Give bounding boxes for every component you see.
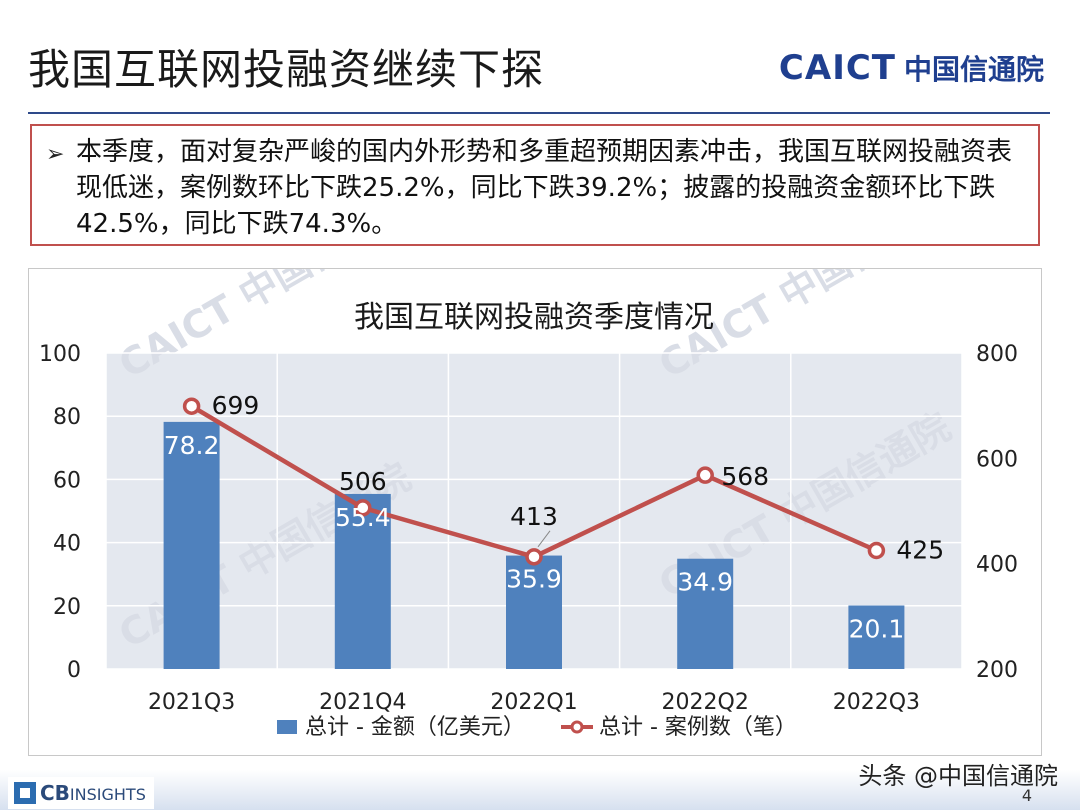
source-watermark: 头条 @中国信通院 xyxy=(858,762,1058,790)
logo-mark: CAICT xyxy=(778,48,896,88)
line-value-label: 425 xyxy=(896,536,944,565)
case-count-point-2022Q3 xyxy=(867,541,886,560)
y-right-tick: 200 xyxy=(976,658,1018,683)
x-tick: 2022Q3 xyxy=(833,690,920,715)
x-tick: 2022Q1 xyxy=(490,690,577,715)
case-count-point-2021Q4 xyxy=(354,499,372,517)
summary-text: 本季度，面对复杂严峻的国内外形势和多重超预期因素冲击，我国互联网投融资表现低迷，… xyxy=(76,137,1013,239)
legend-bar-swatch xyxy=(277,720,297,734)
bar-2021Q3 xyxy=(163,421,220,669)
cb-logo-icon xyxy=(14,782,36,804)
y-left-tick: 20 xyxy=(53,595,81,620)
y-right-tick: 800 xyxy=(976,342,1018,367)
y-left-tick: 60 xyxy=(53,468,81,493)
bar-value-label: 34.9 xyxy=(677,568,733,597)
title-divider xyxy=(28,112,1050,114)
page-title: 我国互联网投融资继续下探 xyxy=(28,45,545,94)
page-number: 4 xyxy=(1021,786,1032,805)
legend-bar-label: 总计 - 金额（亿美元） xyxy=(305,715,525,740)
legend-line-label: 总计 - 案例数（笔） xyxy=(599,715,797,740)
cb-insights-logo: CBINSIGHTS xyxy=(8,777,154,809)
logo-name: 中国信通院 xyxy=(903,53,1044,86)
line-value-label: 413 xyxy=(510,502,558,531)
chart-title: 我国互联网投融资季度情况 xyxy=(354,300,714,335)
caict-logo: CAICT 中国信通院 xyxy=(779,48,1044,88)
cb-logo-text: CBINSIGHTS xyxy=(40,781,146,805)
y-left-tick: 80 xyxy=(53,405,81,430)
footer-band xyxy=(0,770,1080,810)
bar-2022Q1 xyxy=(506,555,562,669)
line-value-label: 568 xyxy=(721,462,769,491)
bar-2022Q2 xyxy=(677,558,734,669)
bullet-arrow-icon: ➢ xyxy=(46,142,65,167)
y-right-tick: 600 xyxy=(976,447,1018,472)
case-count-point-2022Q1 xyxy=(525,548,543,566)
bar-value-label: 78.2 xyxy=(164,431,220,460)
case-count-point-2021Q3 xyxy=(182,397,201,415)
x-tick: 2022Q2 xyxy=(662,690,749,715)
summary-box: ➢ 本季度，面对复杂严峻的国内外形势和多重超预期因素冲击，我国互联网投融资表现低… xyxy=(30,124,1040,246)
chart-panel: CAICT 中国信通院 CAICT 中国信通院 CAICT 中国信通院 CAICT 中… xyxy=(28,268,1042,756)
label-leader-line xyxy=(537,530,551,548)
cb-logo-bold: CB xyxy=(40,781,70,805)
bar-value-label: 55.4 xyxy=(335,503,391,532)
bar-2021Q4 xyxy=(334,493,391,669)
x-tick: 2021Q3 xyxy=(148,690,235,715)
case-count-point-2022Q2 xyxy=(696,466,714,484)
cb-logo-light: INSIGHTS xyxy=(69,785,146,804)
x-tick: 2021Q4 xyxy=(319,690,406,715)
line-value-label: 506 xyxy=(339,467,387,496)
y-left-tick: 40 xyxy=(53,532,81,557)
line-value-label: 699 xyxy=(212,391,260,420)
bar-2022Q3 xyxy=(848,605,905,669)
y-left-tick: 100 xyxy=(39,342,81,367)
bar-value-label: 20.1 xyxy=(849,614,905,643)
y-left-tick: 0 xyxy=(67,658,81,683)
bar-value-label: 35.9 xyxy=(506,565,562,594)
legend-line-marker xyxy=(570,720,584,734)
y-right-tick: 400 xyxy=(976,553,1018,578)
